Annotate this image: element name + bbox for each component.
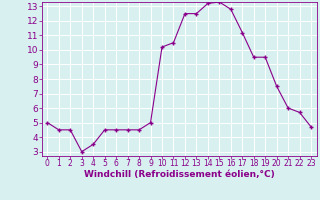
X-axis label: Windchill (Refroidissement éolien,°C): Windchill (Refroidissement éolien,°C): [84, 170, 275, 179]
